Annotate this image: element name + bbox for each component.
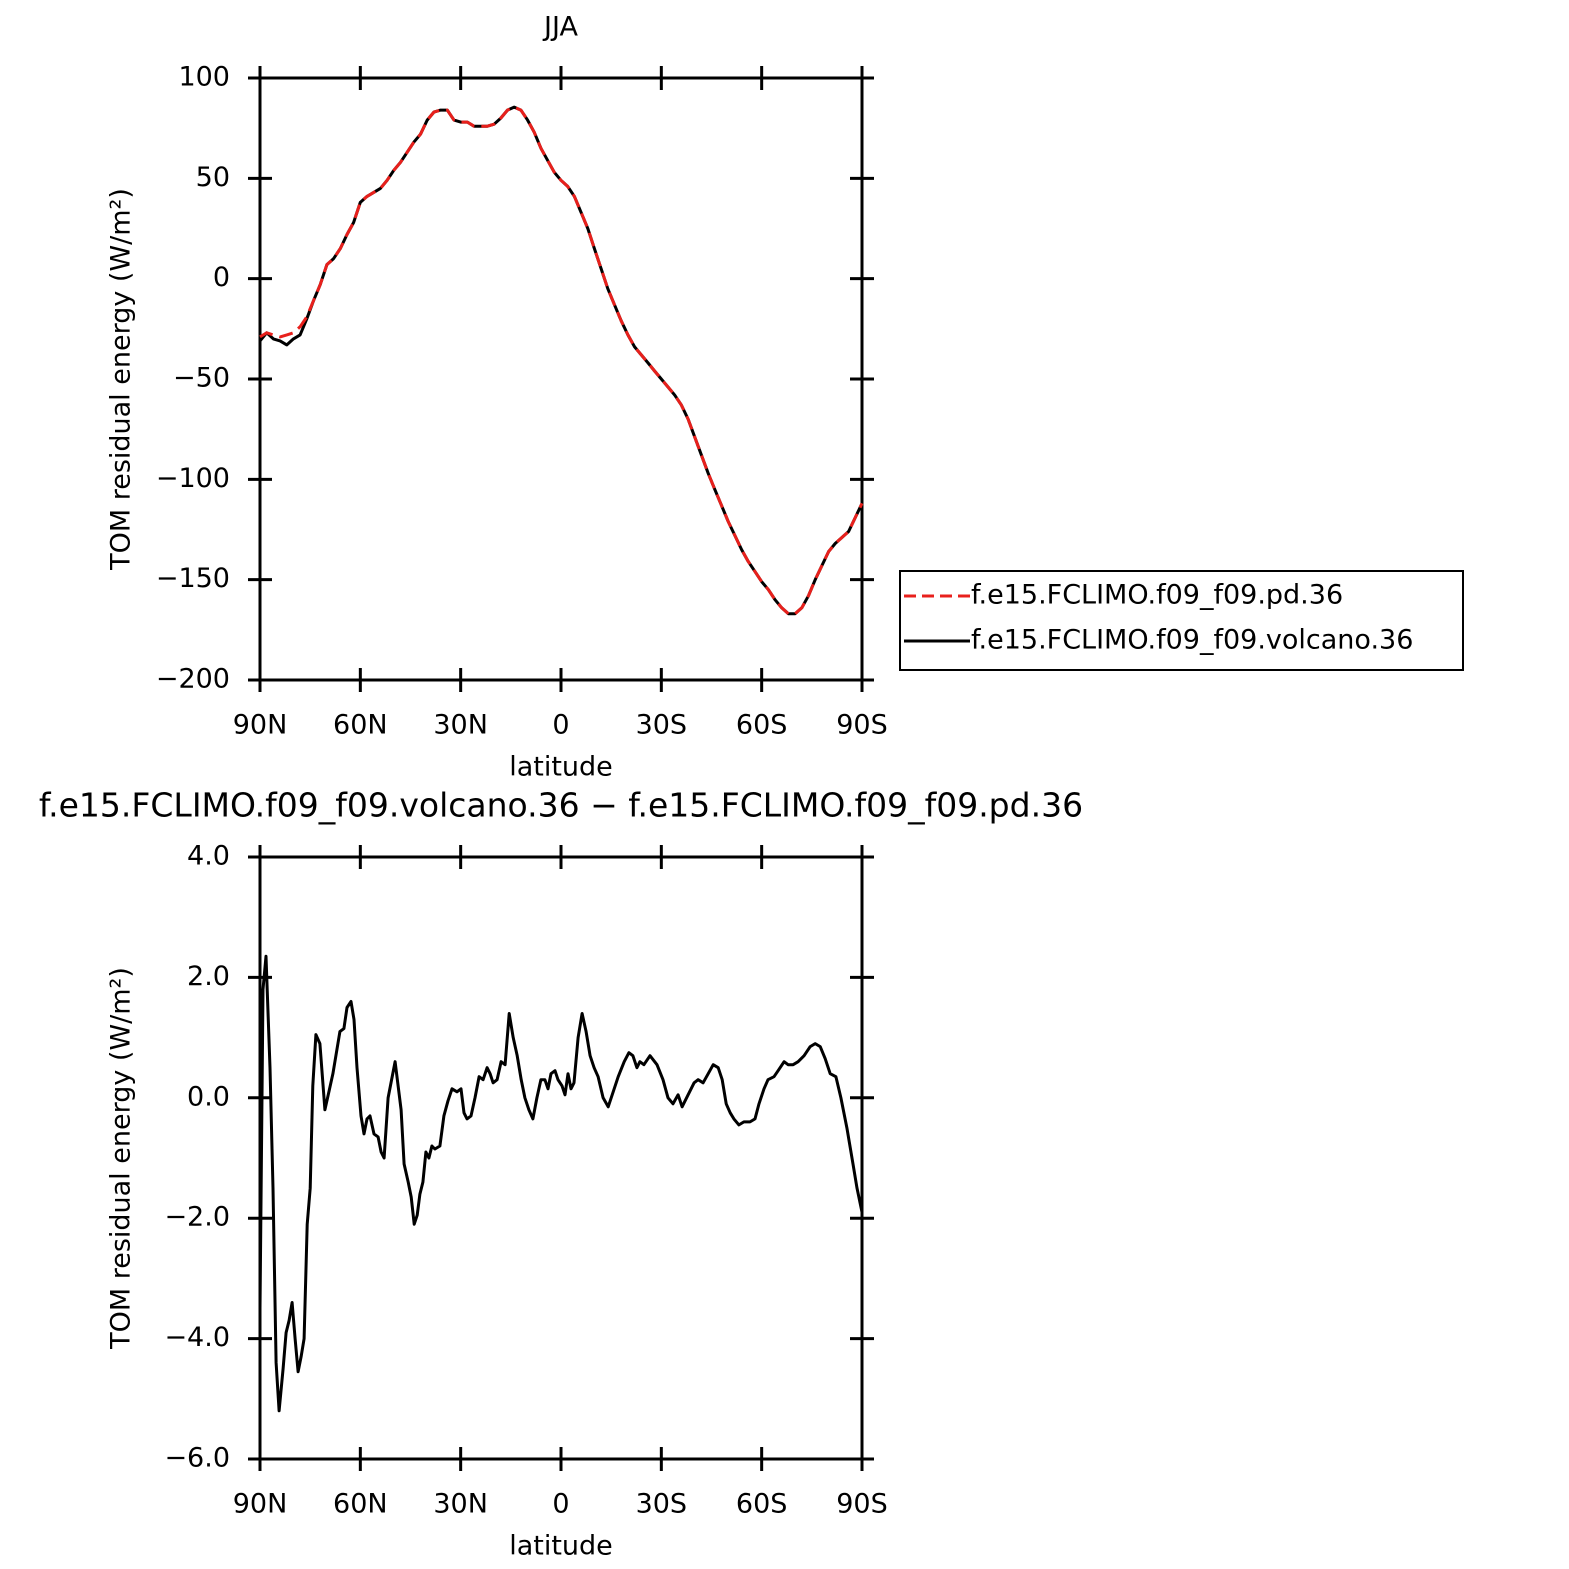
x-tick-label: 60N <box>333 1489 388 1520</box>
data-line <box>259 105 864 616</box>
x-tick-label: 90S <box>836 710 888 741</box>
x-tick-label: 60N <box>333 710 388 741</box>
y-axis-label: TOM residual energy (W/m²) <box>106 967 137 1350</box>
plot-frame <box>258 855 864 1461</box>
y-tick-label: −200 <box>156 664 230 695</box>
subplot-title: f.e15.FCLIMO.f09_f09.volcano.36 − f.e15.… <box>39 786 1083 825</box>
legend-label: f.e15.FCLIMO.f09_f09.volcano.36 <box>971 625 1413 656</box>
chart-title: JJA <box>542 12 578 43</box>
data-line <box>258 954 864 1413</box>
x-tick-label: 90N <box>233 1489 288 1520</box>
x-axis-label: latitude <box>509 752 613 783</box>
y-axis-label: TOM residual energy (W/m²) <box>106 188 137 571</box>
x-tick-label: 30S <box>636 1489 688 1520</box>
x-axis-label: latitude <box>509 1531 613 1562</box>
y-tick-label: −100 <box>156 463 230 494</box>
y-tick-label: 100 <box>178 62 230 93</box>
legend-label: f.e15.FCLIMO.f09_f09.pd.36 <box>971 580 1343 611</box>
y-tick-label: −4.0 <box>164 1322 230 1353</box>
data-line <box>258 105 864 616</box>
plot-frame <box>258 76 864 682</box>
y-tick-label: 0 <box>213 262 230 293</box>
x-tick-label: 30N <box>433 1489 488 1520</box>
x-tick-label: 30S <box>636 710 688 741</box>
y-tick-label: −6.0 <box>164 1443 230 1474</box>
x-tick-label: 90S <box>836 1489 888 1520</box>
y-tick-label: 0.0 <box>187 1081 230 1112</box>
y-tick-label: −50 <box>173 363 230 394</box>
y-tick-label: 50 <box>196 162 230 193</box>
x-tick-label: 90N <box>233 710 288 741</box>
y-tick-label: 4.0 <box>187 841 230 872</box>
y-tick-label: 2.0 <box>187 961 230 992</box>
x-tick-label: 60S <box>736 710 788 741</box>
y-tick-label: −2.0 <box>164 1202 230 1233</box>
y-tick-label: −150 <box>156 563 230 594</box>
x-tick-label: 0 <box>552 710 569 741</box>
x-tick-label: 60S <box>736 1489 788 1520</box>
x-tick-label: 30N <box>433 710 488 741</box>
x-tick-label: 0 <box>552 1489 569 1520</box>
legend-box <box>899 570 1464 671</box>
